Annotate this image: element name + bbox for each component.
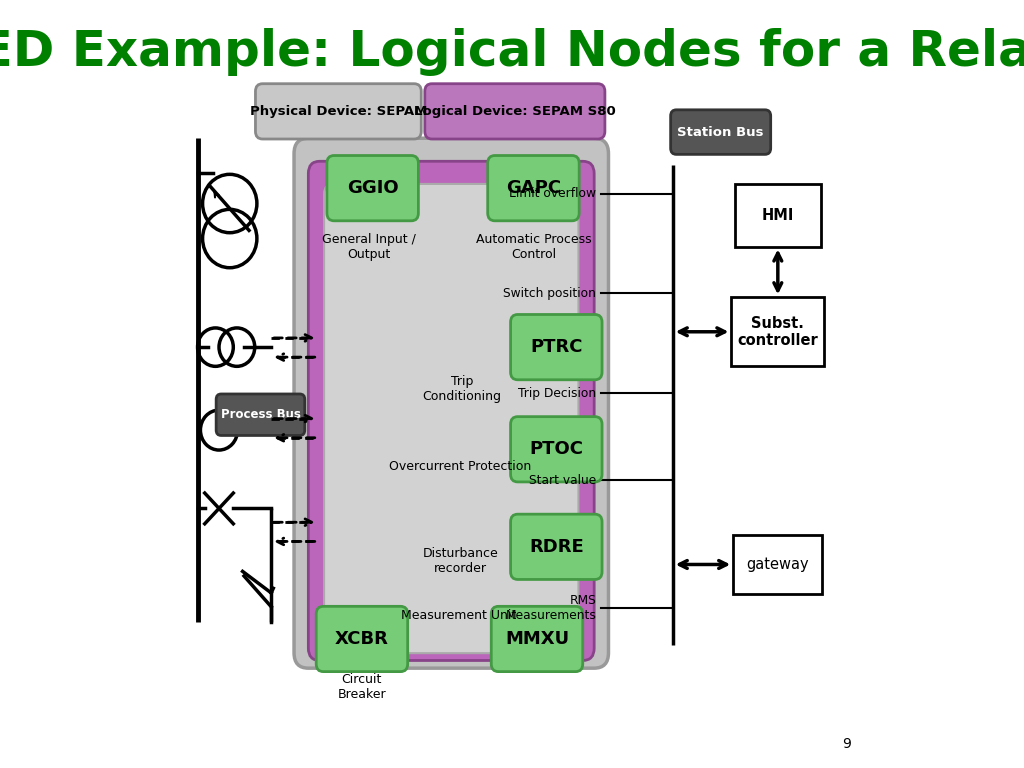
Text: PTOC: PTOC: [529, 440, 584, 458]
FancyBboxPatch shape: [511, 315, 602, 379]
FancyBboxPatch shape: [316, 607, 408, 671]
Text: Circuit
Breaker: Circuit Breaker: [338, 674, 386, 701]
Text: MMXU: MMXU: [505, 630, 569, 648]
FancyBboxPatch shape: [255, 84, 421, 139]
Text: gateway: gateway: [746, 557, 809, 572]
Text: Logical Device: SEPAM S80: Logical Device: SEPAM S80: [414, 105, 615, 118]
Text: Disturbance
recorder: Disturbance recorder: [423, 547, 499, 574]
Text: Measurement Unit: Measurement Unit: [400, 610, 516, 622]
Text: General Input /
Output: General Input / Output: [323, 233, 416, 261]
Text: Process Bus: Process Bus: [220, 409, 300, 421]
Text: Switch position: Switch position: [504, 287, 596, 300]
FancyBboxPatch shape: [671, 110, 771, 154]
Bar: [735, 184, 820, 247]
FancyBboxPatch shape: [294, 138, 608, 668]
Text: Subst.
controller: Subst. controller: [737, 316, 818, 348]
Text: Overcurrent Protection: Overcurrent Protection: [389, 460, 531, 472]
Text: 9: 9: [843, 737, 851, 751]
Text: HMI: HMI: [762, 207, 794, 223]
Text: Limit overflow: Limit overflow: [509, 187, 596, 200]
Text: Automatic Process
Control: Automatic Process Control: [475, 233, 591, 261]
Bar: [731, 297, 824, 366]
FancyBboxPatch shape: [327, 155, 419, 221]
Text: GGIO: GGIO: [347, 179, 398, 197]
Text: XCBR: XCBR: [335, 630, 389, 648]
Text: GAPC: GAPC: [506, 179, 561, 197]
FancyBboxPatch shape: [216, 394, 305, 435]
FancyBboxPatch shape: [308, 161, 594, 660]
Text: Physical Device: SEPAM: Physical Device: SEPAM: [250, 105, 427, 118]
Text: Trip
Conditioning: Trip Conditioning: [423, 376, 502, 403]
FancyBboxPatch shape: [487, 155, 580, 221]
FancyBboxPatch shape: [511, 515, 602, 580]
Text: RMS
Measurements: RMS Measurements: [506, 594, 596, 622]
FancyBboxPatch shape: [324, 184, 579, 653]
FancyBboxPatch shape: [425, 84, 605, 139]
Text: PTRC: PTRC: [530, 338, 583, 356]
FancyBboxPatch shape: [492, 607, 583, 671]
Text: IED Example: Logical Nodes for a Relay: IED Example: Logical Nodes for a Relay: [0, 28, 1024, 76]
Text: Start value: Start value: [529, 474, 596, 486]
Text: Station Bus: Station Bus: [678, 126, 764, 138]
Text: RDRE: RDRE: [529, 538, 584, 556]
FancyBboxPatch shape: [511, 417, 602, 482]
Bar: [733, 535, 822, 594]
Text: Trip Decision: Trip Decision: [518, 387, 596, 399]
